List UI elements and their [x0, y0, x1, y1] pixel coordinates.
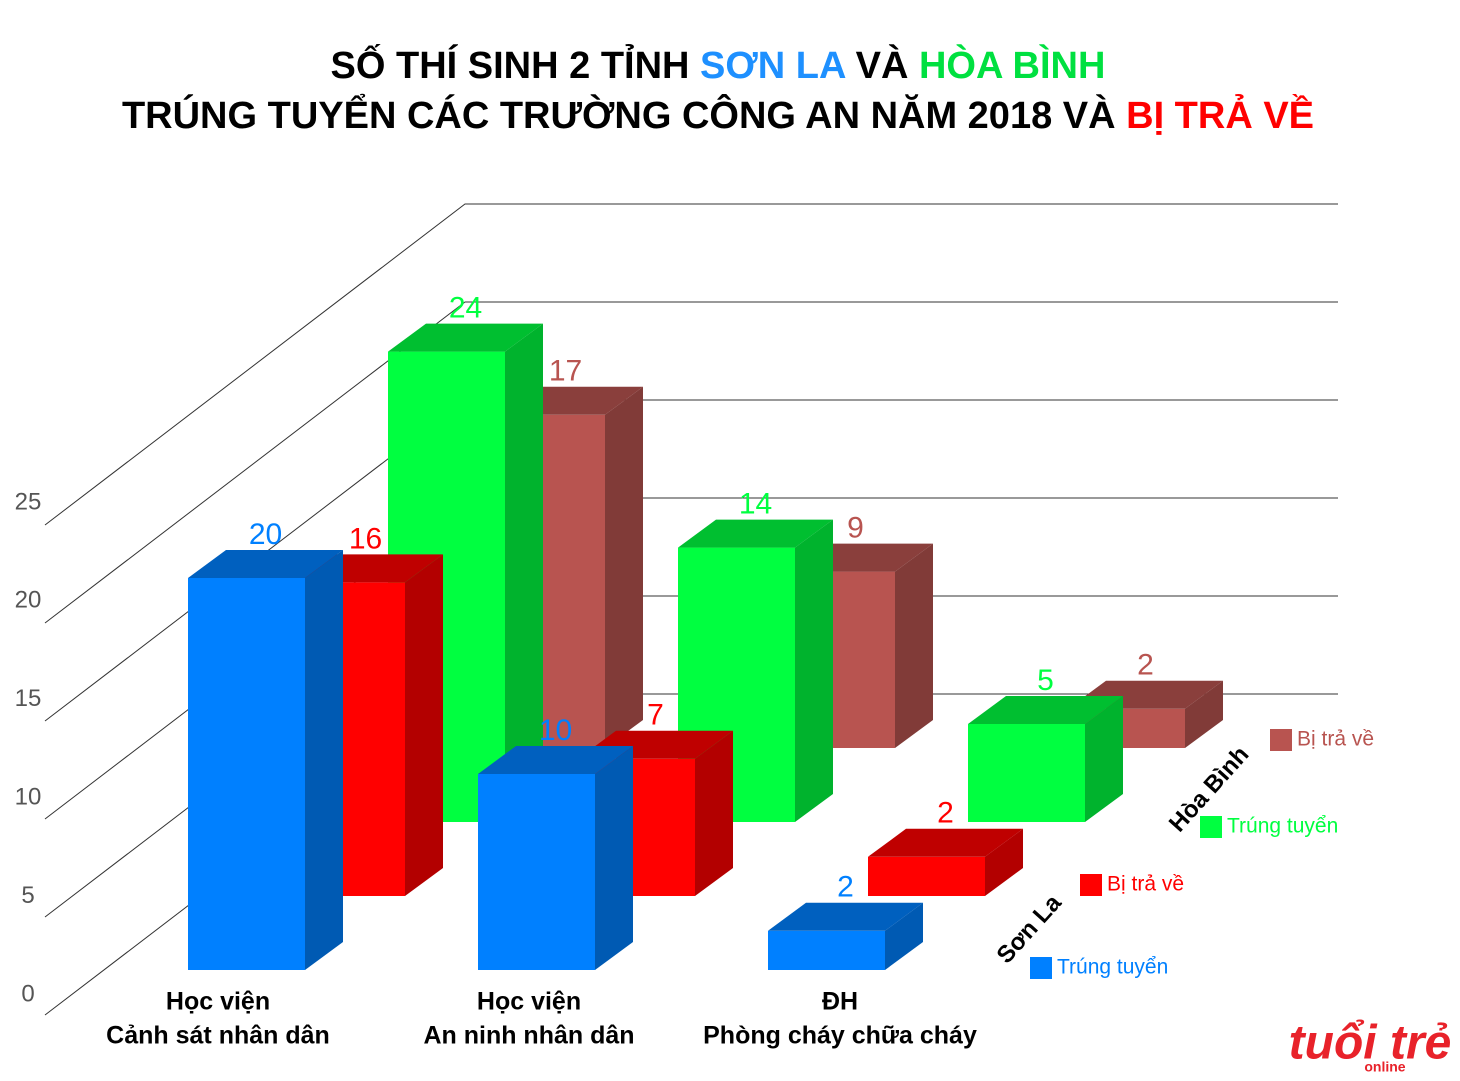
legend-label: Bị trả về [1107, 873, 1184, 896]
bar [868, 828, 1023, 896]
title-part: BỊ TRẢ VỀ [1126, 93, 1314, 137]
x-tick-label: Học viện [166, 988, 270, 1016]
legend-label: Trúng tuyển [1057, 956, 1168, 979]
value-label: 14 [739, 488, 772, 521]
title-part: VÀ [845, 43, 919, 87]
value-label: 10 [539, 714, 572, 747]
y-tick-label: 0 [21, 980, 34, 1007]
value-label: 9 [847, 512, 864, 545]
value-label: 24 [449, 292, 482, 325]
bar-front [868, 856, 985, 896]
value-label: 2 [837, 871, 854, 904]
y-tick-label: 20 [15, 587, 42, 614]
legend-label: Trúng tuyển [1227, 815, 1338, 838]
value-label: 16 [349, 522, 382, 555]
title-part: HÒA BÌNH [919, 43, 1105, 87]
bar-side [595, 746, 633, 970]
bar-front [768, 930, 885, 970]
bar-side [405, 554, 443, 896]
x-tick-label: An ninh nhân dân [423, 1022, 634, 1050]
value-label: 20 [249, 518, 282, 551]
bar-front [188, 578, 305, 970]
bar-side [505, 323, 543, 822]
bar-top [868, 828, 1023, 857]
legend-swatch [1270, 729, 1292, 751]
value-label: 17 [549, 355, 582, 388]
bar-front [478, 774, 595, 970]
value-label: 7 [647, 699, 664, 732]
bar [768, 902, 923, 970]
bar-side [605, 386, 643, 748]
x-tick-label: Cảnh sát nhân dân [106, 1022, 330, 1050]
bar-front [968, 724, 1085, 822]
bar-side [1085, 696, 1123, 822]
x-tick-label: ĐH [822, 988, 858, 1016]
bar-top [968, 696, 1123, 724]
bar-side [795, 519, 833, 822]
title-part: SƠN LA [700, 45, 846, 87]
grid-line [44, 301, 1338, 624]
y-tick-label: 5 [21, 882, 34, 909]
bar-top [188, 550, 343, 578]
bar-side [885, 902, 923, 970]
y-tick-label: 25 [15, 488, 42, 515]
chart-title: SỐ THÍ SINH 2 TỈNH SƠN LA VÀ HÒA BÌNH [331, 42, 1106, 87]
bar [968, 696, 1123, 822]
bar-side [695, 730, 733, 896]
value-label: 2 [1137, 649, 1154, 682]
bar-top [478, 746, 633, 774]
bar-side [895, 543, 933, 748]
value-label: 5 [1037, 664, 1054, 697]
value-label: 2 [937, 797, 954, 830]
bar-top [678, 519, 833, 548]
grid-line [44, 203, 1338, 526]
legend-swatch [1200, 816, 1222, 838]
bar [388, 323, 543, 822]
legend-label: Bị trả về [1297, 728, 1374, 751]
y-tick-label: 15 [15, 685, 42, 712]
logo-sub: online [1364, 1059, 1405, 1075]
legend-swatch [1080, 874, 1102, 896]
bar-side [305, 550, 343, 970]
x-tick-label: Học viện [477, 988, 581, 1016]
y-tick-label: 10 [15, 784, 42, 811]
title-part: SỐ THÍ SINH 2 TỈNH [331, 42, 700, 87]
bar [478, 746, 633, 970]
chart-title: TRÚNG TUYỂN CÁC TRƯỜNG CÔNG AN NĂM 2018 … [122, 92, 1314, 137]
bar-side [985, 828, 1023, 896]
x-tick-label: Phòng cháy chữa cháy [703, 1022, 977, 1050]
bar-top [768, 902, 923, 931]
bar-top [388, 323, 543, 352]
bar-side [1185, 680, 1223, 748]
logo-main: tuổi trẻ [1289, 1017, 1452, 1070]
legend-swatch [1030, 957, 1052, 979]
bar [188, 550, 343, 970]
title-part: TRÚNG TUYỂN CÁC TRƯỜNG CÔNG AN NĂM 2018 … [122, 92, 1126, 137]
